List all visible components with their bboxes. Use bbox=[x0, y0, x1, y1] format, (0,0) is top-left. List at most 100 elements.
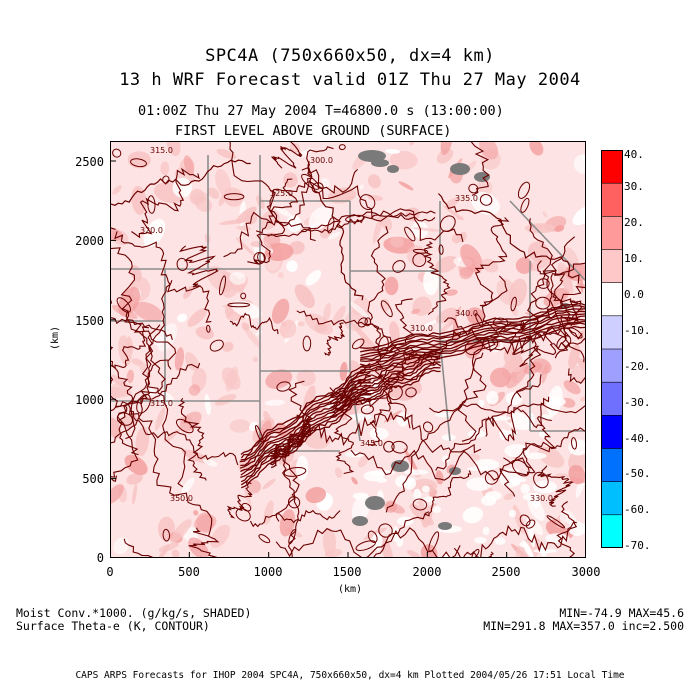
shade-blob bbox=[243, 326, 262, 349]
shade-blob bbox=[512, 504, 526, 534]
shade-blob bbox=[412, 227, 442, 232]
terrain-patch bbox=[438, 522, 452, 530]
contour-loop bbox=[359, 194, 376, 211]
shade-blob bbox=[478, 399, 485, 407]
shade-blob bbox=[435, 412, 453, 418]
shade-blob bbox=[351, 297, 370, 316]
colorbar-swatch bbox=[601, 150, 623, 185]
shade-blob bbox=[414, 317, 442, 333]
contour-line bbox=[130, 410, 239, 466]
shade-blob bbox=[569, 477, 586, 484]
contour-loop bbox=[253, 251, 266, 265]
shade-blob bbox=[369, 427, 389, 440]
y-tick-label: 0 bbox=[96, 551, 104, 565]
shade-blob bbox=[304, 432, 331, 449]
shade-blob bbox=[359, 184, 364, 190]
shade-blob bbox=[346, 413, 373, 421]
contour-loop bbox=[302, 335, 312, 352]
contour-loop bbox=[391, 440, 408, 454]
contour-loop bbox=[380, 300, 393, 318]
contour-range-label: MIN=291.8 MAX=357.0 inc=2.500 bbox=[483, 619, 684, 633]
contour-line bbox=[360, 307, 586, 357]
contour-loop bbox=[360, 404, 374, 415]
colorbar-label: -50. bbox=[624, 467, 651, 480]
x-tick-label: 1500 bbox=[332, 565, 362, 579]
shade-blob bbox=[432, 505, 441, 513]
title-line-1: SPC4A (750x660x50, dx=4 km) bbox=[205, 46, 495, 66]
contour-loop bbox=[235, 508, 251, 522]
shade-blob bbox=[557, 262, 573, 292]
shade-blob bbox=[143, 218, 166, 248]
shade-blob bbox=[166, 141, 181, 156]
contour-line bbox=[360, 305, 586, 353]
colorbar-swatch bbox=[601, 414, 623, 450]
contour-loop bbox=[283, 466, 307, 477]
shade-blob bbox=[158, 542, 179, 552]
colorbar-swatch bbox=[601, 348, 623, 384]
contour-loop bbox=[517, 181, 531, 199]
contour-loop bbox=[338, 144, 346, 151]
contour-loop bbox=[136, 393, 151, 414]
shade-blob bbox=[252, 356, 259, 363]
shade-blob bbox=[188, 384, 201, 396]
colorbar-label: -60. bbox=[624, 503, 651, 516]
contour-value-label: 345.0 bbox=[360, 439, 383, 448]
shade-blob bbox=[435, 255, 459, 273]
shade-blob bbox=[406, 550, 421, 558]
shade-blob bbox=[445, 197, 459, 209]
shade-blob bbox=[126, 473, 143, 485]
contour-loop bbox=[112, 148, 122, 158]
contour-line bbox=[422, 241, 451, 315]
contour-value-label: 315.0 bbox=[150, 146, 173, 155]
shade-blob bbox=[489, 367, 511, 388]
y-axis-label: (km) bbox=[50, 325, 61, 350]
contour-line bbox=[240, 397, 372, 489]
contour-line bbox=[360, 310, 586, 359]
shade-blob bbox=[160, 161, 170, 176]
terrain-patch bbox=[387, 165, 399, 173]
contour-line bbox=[556, 501, 578, 558]
shade-blob bbox=[174, 347, 185, 371]
colorbar-frame bbox=[601, 150, 623, 548]
shade-blob bbox=[187, 308, 208, 327]
contour-line bbox=[282, 453, 300, 558]
contour-loop bbox=[405, 387, 417, 398]
shade-blob bbox=[262, 478, 276, 490]
contour-line bbox=[240, 366, 372, 459]
contour-line bbox=[179, 245, 219, 288]
contour-line bbox=[428, 403, 586, 415]
contour-line bbox=[503, 427, 586, 465]
shade-blob bbox=[323, 302, 331, 322]
contour-loop bbox=[209, 339, 224, 352]
contour-loop bbox=[537, 278, 550, 289]
contour-loop bbox=[116, 412, 133, 426]
contour-loop bbox=[352, 338, 365, 350]
contour-line bbox=[270, 434, 310, 469]
contour-loop bbox=[571, 437, 577, 450]
shade-blob bbox=[170, 519, 192, 543]
shade-blob bbox=[568, 439, 586, 456]
shade-blob bbox=[441, 455, 451, 463]
shade-blob bbox=[469, 453, 481, 460]
shade-blob bbox=[135, 426, 149, 457]
contour-value-label: 330.0 bbox=[530, 494, 553, 503]
contour-line bbox=[114, 231, 212, 323]
shade-blob bbox=[271, 298, 290, 324]
shade-blob bbox=[332, 305, 346, 327]
contour-loop bbox=[484, 470, 499, 485]
colorbar-swatch bbox=[601, 448, 623, 483]
contour-value-label: 335.0 bbox=[455, 194, 478, 203]
contour-line bbox=[240, 375, 371, 467]
contour-line bbox=[359, 315, 586, 363]
terrain-patch bbox=[365, 496, 385, 510]
shade-blob bbox=[389, 150, 418, 170]
colorbar-swatch bbox=[601, 481, 623, 516]
shade-blob bbox=[580, 396, 586, 402]
contour-value-label: 300.0 bbox=[310, 156, 333, 165]
contour-line bbox=[333, 405, 355, 475]
shade-blob bbox=[511, 305, 518, 316]
shade-blob bbox=[154, 407, 166, 431]
contour-line bbox=[329, 357, 441, 405]
contour-line bbox=[240, 362, 371, 456]
shade-blob bbox=[421, 485, 430, 493]
